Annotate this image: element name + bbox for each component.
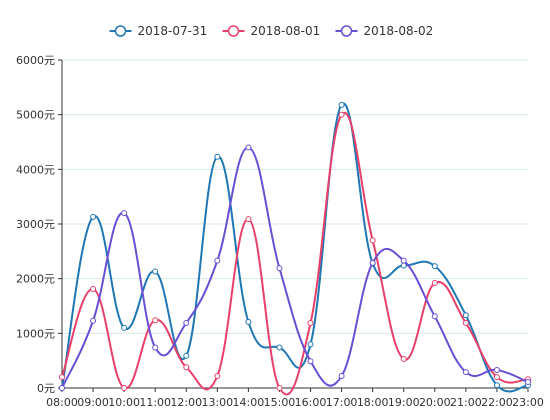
data-point[interactable] [245, 318, 252, 325]
x-tick-label: 22:00 [481, 396, 513, 409]
data-point[interactable] [338, 101, 345, 108]
x-tick-label: 23:00 [512, 396, 544, 409]
data-point[interactable] [59, 385, 65, 391]
y-tick-label: 4000元 [16, 163, 55, 176]
y-tick-label: 0元 [37, 382, 55, 395]
data-point[interactable] [307, 319, 314, 326]
series-line-3 [61, 146, 529, 389]
data-point[interactable] [431, 263, 438, 270]
data-point[interactable] [462, 312, 469, 319]
x-tick-label: 16:00 [295, 396, 327, 409]
data-point[interactable] [338, 111, 345, 118]
data-point[interactable] [152, 344, 159, 351]
x-tick-label: 12:00 [170, 396, 202, 409]
y-tick-label: 3000元 [16, 218, 55, 231]
legend-marker[interactable] [227, 25, 240, 37]
data-point[interactable] [276, 265, 283, 272]
x-tick-label: 13:00 [201, 396, 233, 409]
data-point[interactable] [493, 374, 500, 381]
data-point[interactable] [152, 317, 159, 324]
data-point[interactable] [431, 313, 438, 320]
x-tick-label: 15:00 [264, 396, 296, 409]
data-point[interactable] [90, 213, 97, 220]
data-point[interactable] [183, 352, 190, 359]
data-point[interactable] [121, 324, 128, 331]
x-tick-label: 10:00 [108, 396, 140, 409]
data-point[interactable] [493, 382, 500, 389]
data-point[interactable] [214, 153, 221, 160]
x-tick-label: 08:00 [46, 396, 78, 409]
data-point[interactable] [462, 319, 469, 326]
data-point[interactable] [276, 344, 283, 351]
data-point[interactable] [400, 262, 407, 269]
data-point[interactable] [369, 259, 376, 266]
series-line-2 [61, 111, 529, 396]
x-tick-label: 11:00 [139, 396, 171, 409]
data-point[interactable] [307, 341, 314, 348]
y-tick-label: 2000元 [16, 273, 55, 286]
data-point[interactable] [400, 356, 407, 363]
x-tick-label: 14:00 [233, 396, 265, 409]
data-point[interactable] [121, 210, 128, 217]
data-point[interactable] [400, 257, 407, 264]
legend-label[interactable]: 2018-08-01 [251, 24, 321, 38]
data-point[interactable] [245, 216, 252, 223]
data-point[interactable] [121, 385, 128, 391]
data-point[interactable] [431, 280, 438, 287]
data-point[interactable] [90, 286, 97, 293]
legend-label[interactable]: 2018-07-31 [138, 24, 208, 38]
legend-label[interactable]: 2018-08-02 [364, 24, 434, 38]
series-line-1 [61, 102, 529, 393]
data-point[interactable] [183, 364, 190, 371]
data-point[interactable] [369, 237, 376, 244]
x-tick-label: 18:00 [357, 396, 389, 409]
data-point[interactable] [462, 369, 469, 376]
data-point[interactable] [152, 268, 159, 275]
x-tick-label: 21:00 [450, 396, 482, 409]
x-tick-label: 20:00 [419, 396, 451, 409]
data-point[interactable] [214, 257, 221, 264]
data-point[interactable] [59, 374, 65, 381]
x-tick-label: 19:00 [388, 396, 420, 409]
data-point[interactable] [245, 144, 252, 151]
data-point[interactable] [525, 378, 531, 385]
data-point[interactable] [276, 385, 283, 391]
data-point[interactable] [338, 372, 345, 379]
y-tick-label: 1000元 [16, 327, 55, 340]
data-point[interactable] [90, 317, 97, 324]
legend-marker[interactable] [340, 25, 353, 37]
data-point[interactable] [214, 372, 221, 379]
y-tick-label: 5000元 [16, 109, 55, 122]
x-tick-label: 17:00 [326, 396, 358, 409]
legend-marker[interactable] [114, 25, 127, 37]
data-point[interactable] [493, 366, 500, 373]
x-tick-label: 09:00 [77, 396, 109, 409]
data-point[interactable] [183, 319, 190, 326]
y-tick-label: 6000元 [16, 54, 55, 67]
data-point[interactable] [307, 358, 314, 365]
